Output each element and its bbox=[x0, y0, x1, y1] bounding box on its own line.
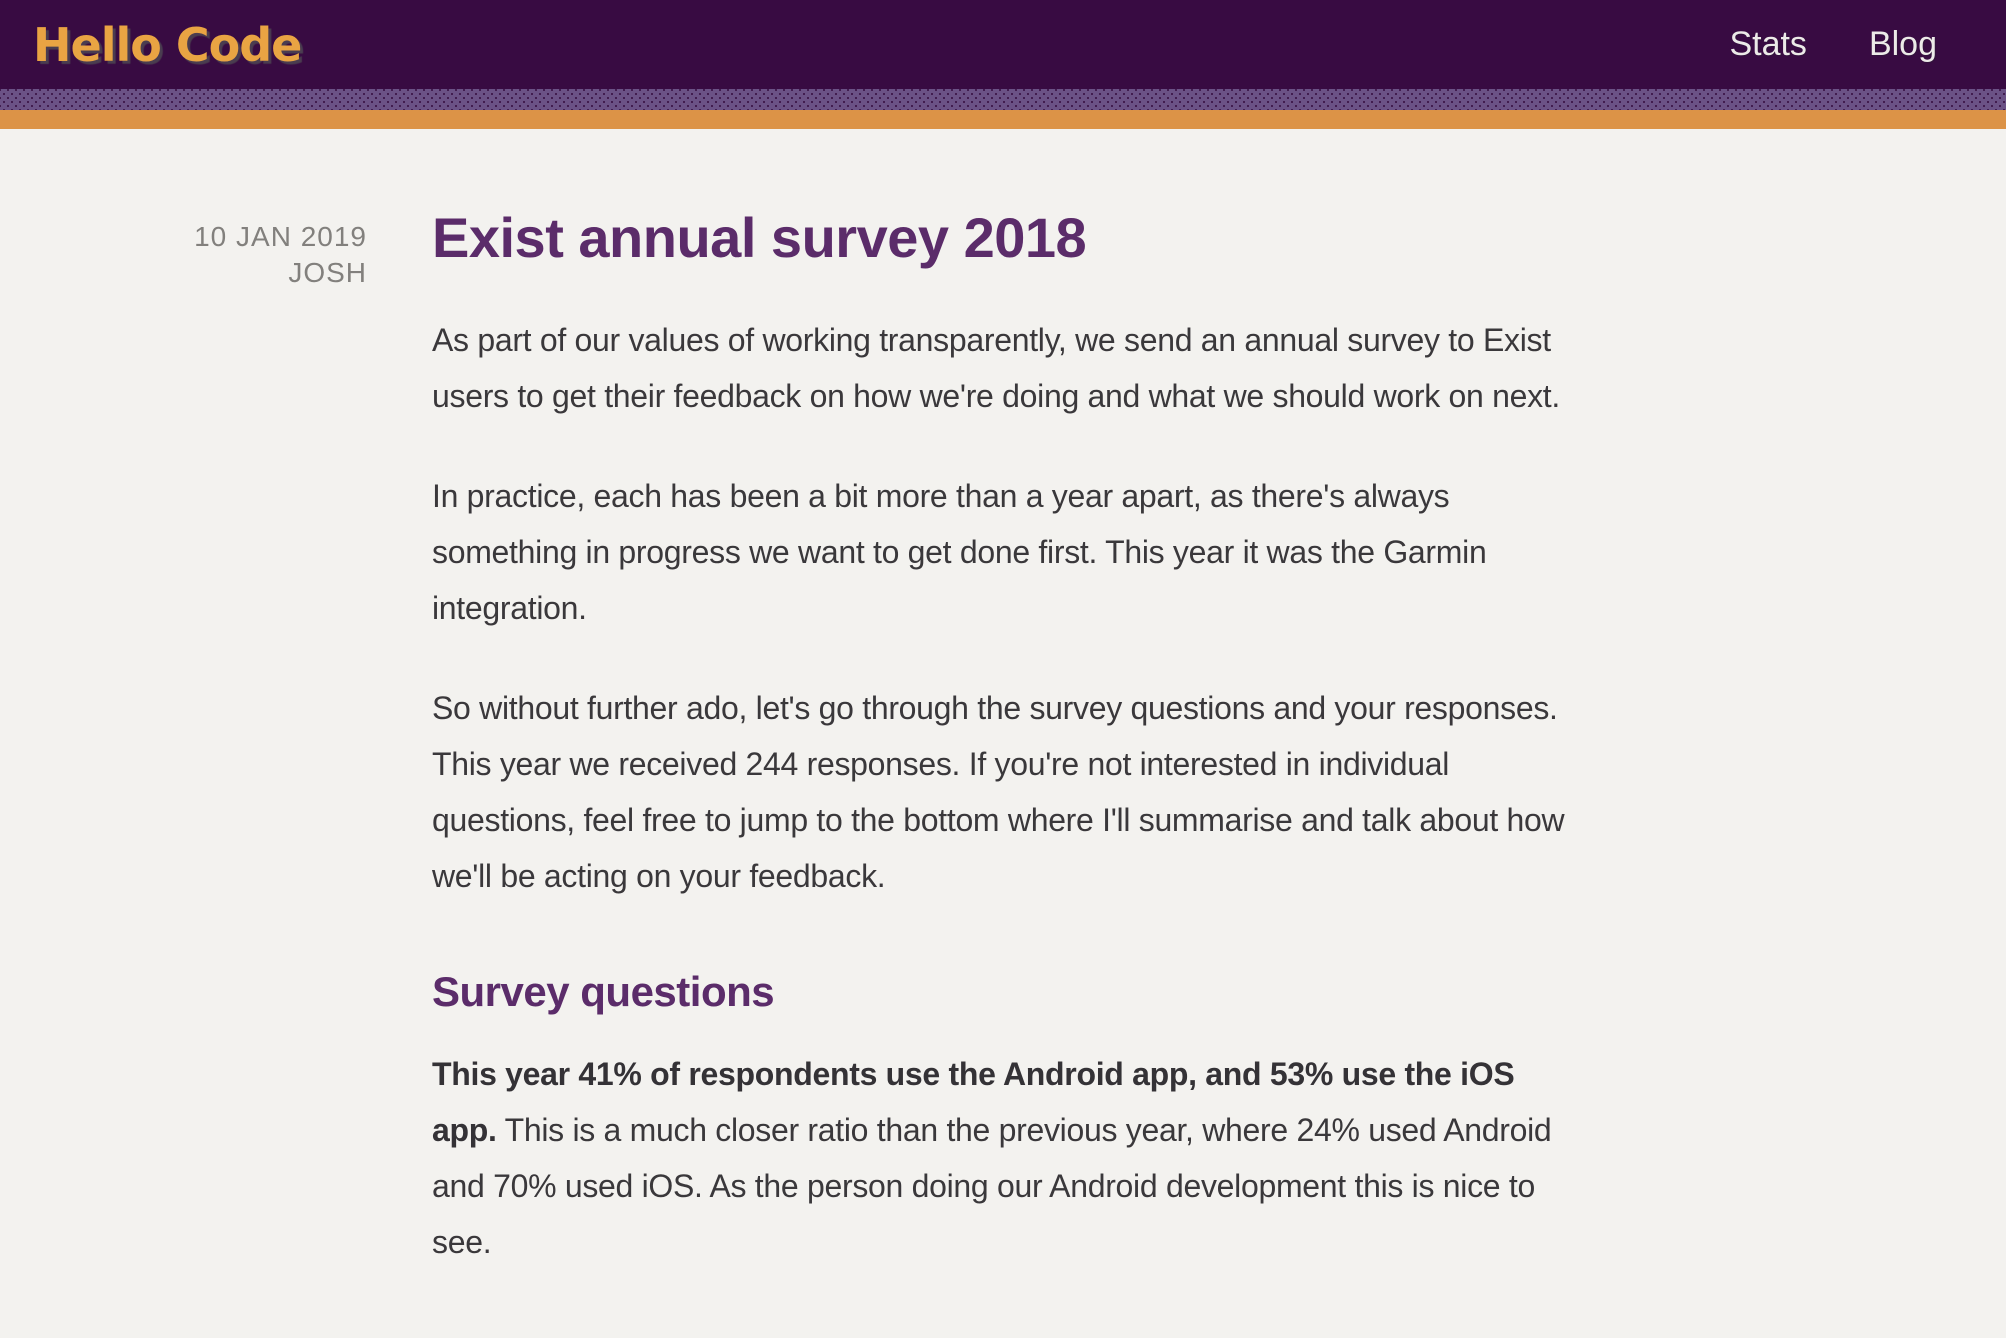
nav-link-blog[interactable]: Blog bbox=[1868, 25, 1937, 63]
site-header: Hello Code Stats Blog bbox=[0, 0, 2006, 89]
site-logo[interactable]: Hello Code bbox=[33, 17, 302, 72]
post-date: 10 JAN 2019 bbox=[194, 221, 367, 252]
post-paragraph-4-bold-lead: This year 41% of respondents use the And… bbox=[432, 1056, 1515, 1148]
post-paragraph-2: In practice, each has been a bit more th… bbox=[432, 478, 1487, 626]
post-paragraph-3: So without further ado, let's go through… bbox=[432, 690, 1565, 894]
post-paragraph-4: This year 41% of respondents use the And… bbox=[432, 1046, 1582, 1270]
post-paragraph-1: As part of our values of working transpa… bbox=[432, 322, 1560, 414]
post-content: Exist annual survey 2018 As part of our … bbox=[432, 207, 1582, 1314]
section-heading-survey-questions: Survey questions bbox=[432, 968, 775, 1015]
blog-post: 10 JAN 2019 JOSH Exist annual survey 201… bbox=[0, 129, 2006, 1314]
page-main: 10 JAN 2019 JOSH Exist annual survey 201… bbox=[0, 129, 2006, 1314]
post-paragraph-4-rest: This is a much closer ratio than the pre… bbox=[432, 1112, 1552, 1260]
nav-link-stats[interactable]: Stats bbox=[1729, 25, 1807, 63]
header-orange-stripe bbox=[0, 110, 2006, 129]
main-nav: Stats Blog bbox=[1729, 25, 1937, 64]
post-author: JOSH bbox=[288, 257, 367, 288]
header-dots-stripe bbox=[0, 89, 2006, 110]
post-meta: 10 JAN 2019 JOSH bbox=[127, 207, 367, 1314]
post-title: Exist annual survey 2018 bbox=[432, 206, 1087, 269]
